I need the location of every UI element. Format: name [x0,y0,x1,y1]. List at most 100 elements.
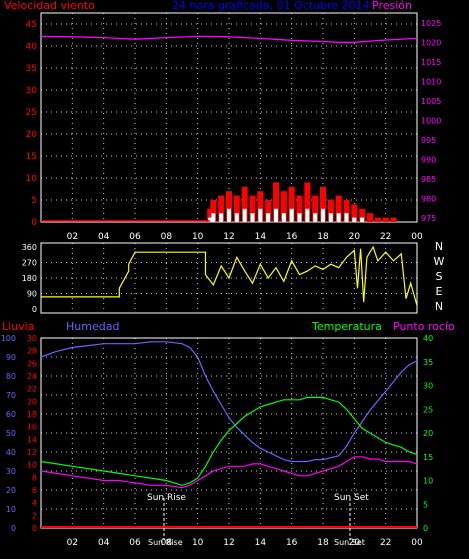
compass-letter: N [435,300,443,313]
gust-bar [313,213,318,222]
y-tick-label: 15 [26,152,37,162]
gust-bar [227,208,231,222]
temperature-line [40,396,418,486]
x-tick-label: 04 [98,232,110,242]
wind-speed-bar [320,186,326,222]
humidity-tick-label: 70 [6,391,16,400]
sunrise-label: Sun Rise [147,493,186,503]
x-axis: 02 04 06 08 10 12 14 16 18 20 22 00 [67,538,423,548]
y-tick-label: 0 [31,218,37,228]
x-tick-label: 00 [411,538,423,548]
wind-speed-bar [304,182,311,222]
wind-speed-bar [312,195,319,222]
sunrise-time: Sun Rise [148,538,183,547]
x-tick-label: 00 [411,232,423,242]
x-tick-label: 12 [223,538,234,548]
wind-speed-bar [374,217,381,222]
gust-bar [297,213,302,222]
humidity-tick-label: 60 [6,410,16,419]
rain-tick-label: 14 [27,435,37,444]
humidity-axis: 0 10 20 30 40 50 60 70 80 90 100 [1,334,16,533]
wind-speed-bar [257,191,264,222]
x-tick-label: 22 [380,538,391,548]
wind-speed-bar [296,195,303,222]
y-tick-label: 360 [22,243,37,252]
wind-speed-bar [288,186,295,222]
x-tick-label: 16 [286,538,298,548]
wind-speed-bar [343,200,350,222]
x-tick-label: 04 [98,538,110,548]
humidity-line [40,341,418,463]
rain-tick-label: 18 [27,410,37,419]
gust-bar [336,213,341,222]
gust-bar [211,213,216,222]
x-tick-label: 02 [67,232,78,242]
gust-bar [258,208,263,222]
rain-tick-label: 24 [27,372,37,381]
rain-tick-label: 28 [27,347,37,356]
humidity-tick-label: 0 [11,524,16,533]
gust-bar [360,217,365,222]
humidity-tick-label: 100 [1,334,16,343]
gust-bar [274,208,278,222]
x-tick-label: 06 [129,538,141,548]
series [41,245,418,306]
x-tick-label: 10 [192,232,204,242]
y-tick-label: 1020 [421,38,441,47]
series [40,341,418,528]
y-tick-label: 1015 [421,58,441,67]
temperature-tick-label: 15 [423,453,433,462]
y-tick-label: 35 [26,64,37,74]
wind-speed-bar [249,195,256,222]
gust-bar [208,217,213,222]
x-tick-label: 16 [286,232,298,242]
humidity-tick-label: 90 [6,353,16,362]
wind-speed-bar [226,191,232,222]
y-tick-label: 25 [26,108,37,118]
y-tick-label: 975 [421,214,436,223]
humidity-label: Humedad [66,320,119,333]
y-tick-label: 980 [421,195,436,204]
compass-letter: W [434,255,445,268]
rain-tick-label: 8 [32,473,37,482]
humidity-tick-label: 20 [6,486,16,495]
wind-speed-bar [351,204,358,222]
wind-direction-line [41,245,418,306]
rain-tick-label: 20 [27,397,37,406]
gust-bar [250,213,255,222]
gust-bar [305,208,310,222]
y-tick-label: 995 [421,136,436,145]
wind-speed-bar [367,213,373,222]
temperature-label: Temperatura [311,320,382,333]
wind-speed-bar [233,195,240,222]
chart-title: 24 hora graficada, 01 Octubre 2014 [172,0,370,12]
compass-letter: E [436,285,443,298]
y-tick-label: 990 [421,155,436,164]
compass-letter: N [435,240,443,253]
x-tick-label: 18 [317,232,329,242]
y-tick-label: 10 [26,174,38,184]
x-axis: 02 04 06 08 10 12 14 16 18 20 22 00 [67,232,423,242]
pressure-line [40,35,418,43]
wind-speed-bar [335,195,342,222]
rain-tick-label: 4 [32,499,37,508]
rain-tick-label: 16 [27,423,37,432]
gust-bar [242,208,247,222]
rain-tick-label: 30 [27,334,37,343]
y-tick-label: 270 [22,259,37,268]
x-tick-label: 20 [349,232,361,242]
x-tick-label: 12 [223,232,234,242]
x-tick-label: 02 [67,538,78,548]
y-tick-label: 1000 [421,116,441,125]
y-tick-label: 1010 [421,77,441,86]
temperature-tick-label: 30 [423,382,433,391]
x-tick-label: 10 [192,538,204,548]
wind-speed-bar [390,217,397,222]
rain-tick-label: 26 [27,359,37,368]
y-tick-label: 5 [31,196,37,206]
